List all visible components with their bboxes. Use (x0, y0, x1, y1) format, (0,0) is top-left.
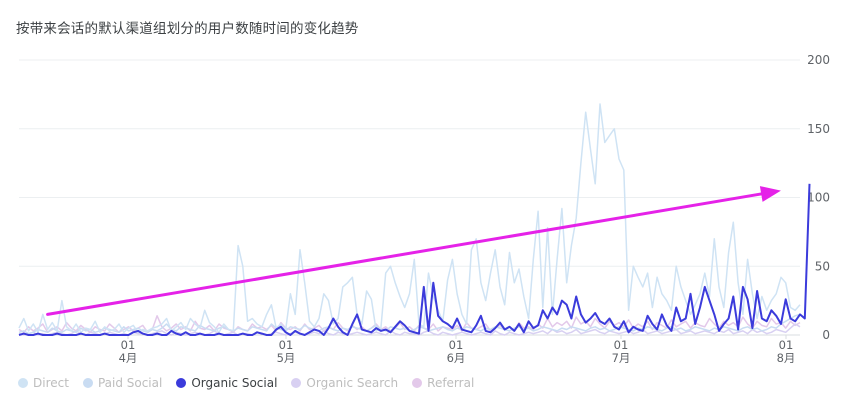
x-tick-day-label: 01 (279, 338, 294, 352)
legend-dot (18, 378, 28, 388)
x-tick-month-label: 5月 (277, 351, 296, 365)
legend-dot (412, 378, 423, 388)
chart-legend: Direct Paid Social Organic Social Organi… (18, 376, 474, 390)
annotation-arrow-head (759, 186, 781, 202)
x-tick-month-label: 7月 (612, 351, 631, 365)
x-tick-month-label: 4月 (119, 351, 138, 365)
y-tick-label: 50 (815, 259, 830, 273)
x-tick-day-label: 01 (779, 338, 794, 352)
legend-label: Paid Social (97, 376, 163, 390)
series-line-direct (18, 103, 801, 334)
legend-dot (176, 378, 187, 388)
legend-item-referral[interactable]: Referral (412, 376, 474, 390)
legend-item-organic-social[interactable]: Organic Social (176, 376, 277, 390)
y-tick-label: 150 (807, 122, 830, 136)
x-tick-day-label: 01 (121, 338, 136, 352)
annotation-arrow-shaft (46, 192, 763, 316)
x-tick-month-label: 8月 (777, 351, 796, 365)
y-tick-label: 200 (807, 53, 830, 67)
legend-dot (291, 378, 302, 388)
y-tick-label: 100 (807, 191, 830, 205)
x-tick-day-label: 01 (614, 338, 629, 352)
y-tick-label: 0 (822, 328, 830, 342)
legend-dot (82, 378, 93, 388)
x-tick-day-label: 01 (449, 338, 464, 352)
legend-item-paid-social[interactable]: Paid Social (82, 376, 163, 390)
legend-item-direct[interactable]: Direct (18, 376, 69, 390)
legend-label: Referral (427, 376, 475, 390)
legend-item-organic-search[interactable]: Organic Search (291, 376, 398, 390)
x-tick-month-label: 6月 (447, 351, 466, 365)
legend-label: Organic Social (191, 376, 278, 390)
legend-label: Organic Search (306, 376, 399, 390)
series-line-organic-social (18, 183, 811, 336)
chart-title: 按带来会话的默认渠道组划分的用户数随时间的变化趋势 (16, 21, 359, 37)
legend-label: Direct (33, 376, 69, 390)
